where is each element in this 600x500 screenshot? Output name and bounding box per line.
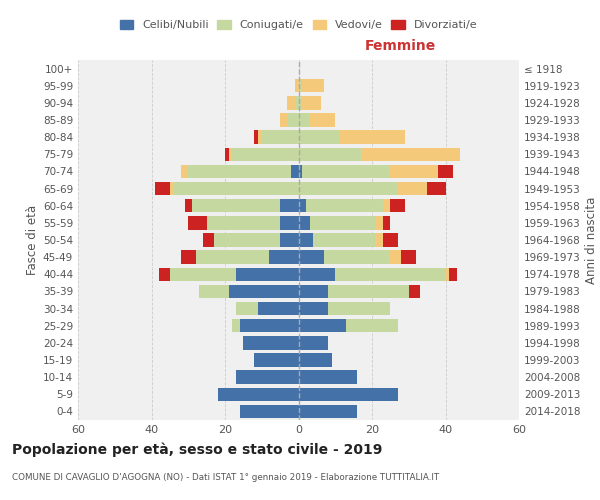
Bar [236,268,299,281]
Bar [383,216,391,230]
Y-axis label: Fasce di età: Fasce di età [26,205,39,275]
Bar [232,148,299,161]
Bar [280,234,299,246]
Bar [310,114,335,126]
Bar [262,130,299,144]
Bar [391,199,405,212]
Bar [299,79,302,92]
Bar [181,164,188,178]
Bar [199,284,229,298]
Bar [376,216,383,230]
Bar [299,370,358,384]
Bar [328,284,409,298]
Bar [449,268,457,281]
Bar [310,216,376,230]
Bar [254,130,258,144]
Bar [206,216,280,230]
Text: COMUNE DI CAVAGLIO D'AGOGNA (NO) - Dati ISTAT 1° gennaio 2019 - Elaborazione TUT: COMUNE DI CAVAGLIO D'AGOGNA (NO) - Dati … [12,472,439,482]
Bar [196,250,269,264]
Bar [173,182,299,196]
Bar [302,164,391,178]
Bar [324,250,391,264]
Bar [299,319,346,332]
Bar [258,130,262,144]
Bar [445,268,449,281]
Bar [398,182,427,196]
Bar [280,216,299,230]
Bar [203,234,214,246]
Bar [299,96,302,110]
Bar [299,336,328,349]
Bar [299,130,339,144]
Bar [244,336,299,349]
Bar [339,130,405,144]
Bar [218,388,299,401]
Bar [299,164,302,178]
Bar [313,234,376,246]
Bar [240,319,299,332]
Bar [240,404,299,418]
Bar [188,164,291,178]
Bar [159,268,170,281]
Bar [181,250,196,264]
Bar [269,250,299,264]
Bar [229,284,299,298]
Y-axis label: Anni di nascita: Anni di nascita [585,196,598,284]
Bar [295,79,299,92]
Bar [287,114,299,126]
Bar [299,388,398,401]
Bar [299,284,328,298]
Bar [299,114,310,126]
Bar [170,268,236,281]
Bar [188,216,206,230]
Bar [280,199,299,212]
Bar [236,370,299,384]
Bar [170,182,173,196]
Bar [391,164,438,178]
Bar [409,284,420,298]
Bar [306,199,383,212]
Bar [299,268,335,281]
Bar [185,199,192,212]
Bar [361,148,460,161]
Bar [299,234,313,246]
Bar [299,354,332,366]
Bar [376,234,383,246]
Bar [335,268,445,281]
Bar [383,234,398,246]
Bar [287,96,295,110]
Text: Femmine: Femmine [364,39,436,53]
Bar [155,182,170,196]
Bar [302,96,320,110]
Bar [254,354,299,366]
Bar [236,302,258,316]
Bar [328,302,391,316]
Bar [299,250,324,264]
Bar [401,250,416,264]
Bar [258,302,299,316]
Bar [299,302,328,316]
Bar [383,199,391,212]
Text: Popolazione per età, sesso e stato civile - 2019: Popolazione per età, sesso e stato civil… [12,442,382,457]
Bar [346,319,398,332]
Bar [232,319,240,332]
Bar [291,164,299,178]
Bar [192,199,280,212]
Bar [427,182,445,196]
Bar [299,148,361,161]
Legend: Celibi/Nubili, Coniugati/e, Vedovi/e, Divorziati/e: Celibi/Nubili, Coniugati/e, Vedovi/e, Di… [115,15,482,34]
Bar [299,404,358,418]
Bar [299,182,398,196]
Bar [229,148,232,161]
Bar [214,234,280,246]
Bar [280,114,287,126]
Bar [225,148,229,161]
Bar [302,79,324,92]
Bar [299,199,306,212]
Bar [438,164,453,178]
Bar [295,96,299,110]
Bar [391,250,401,264]
Bar [299,216,310,230]
